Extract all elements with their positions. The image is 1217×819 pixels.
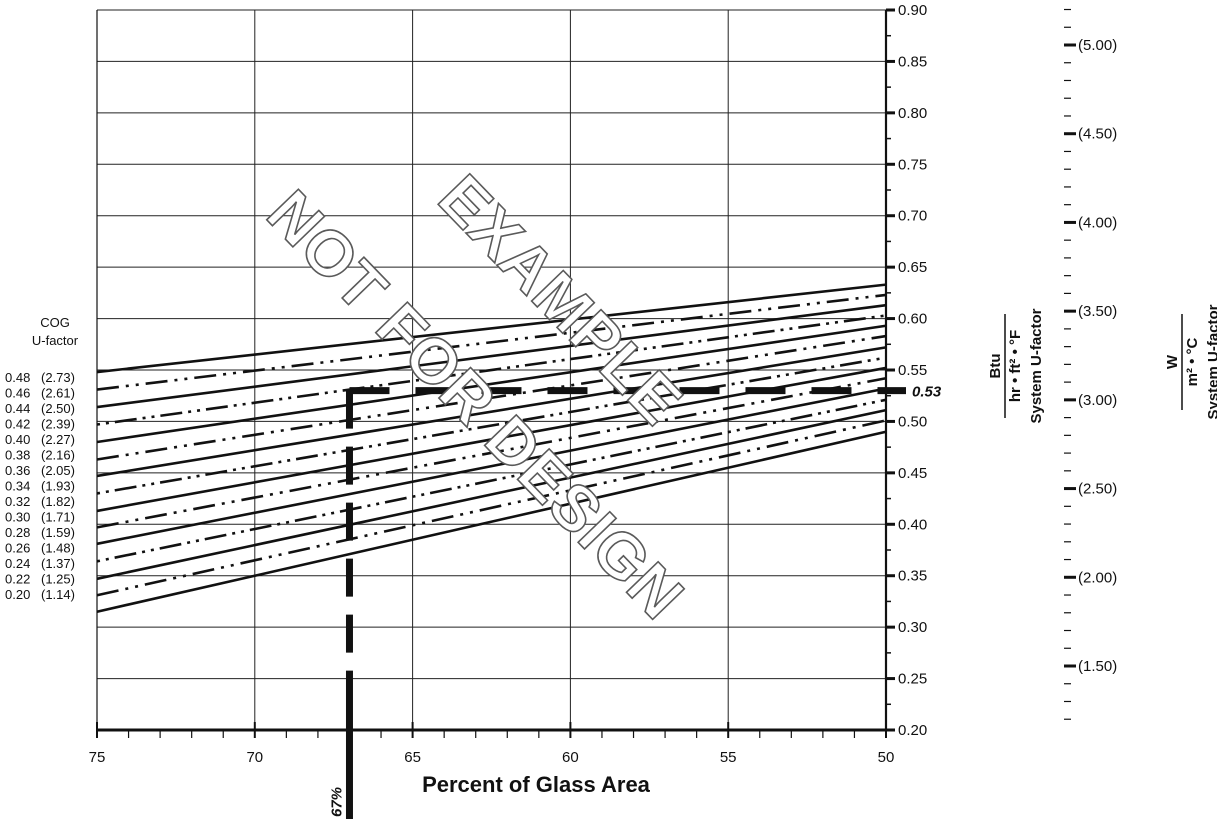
legend-si-value: (1.82) [41,494,75,509]
si-axis-unit-numerator: W [1164,354,1181,369]
legend-si-value: (2.73) [41,370,75,385]
y-tick-label: 0.20 [898,722,927,739]
series-line [96,430,887,613]
legend-si-value: (2.61) [41,386,75,401]
legend-si-value: (1.48) [41,541,75,556]
legend-si-value: (1.71) [41,510,75,525]
si-tick-label: (3.00) [1078,392,1117,409]
legend-si-value: (1.37) [41,556,75,571]
si-axis-title-name: System U-factor [1205,304,1217,419]
legend-si-value: (2.27) [41,432,75,447]
series-line [96,398,887,563]
legend-si-value: (2.50) [41,401,75,416]
si-tick-label: (2.50) [1078,481,1117,498]
y-tick-label: 0.70 [898,208,927,225]
y-axis-unit-denominator: hr • ft² • °F [1007,330,1024,402]
legend-value: 0.38 [5,448,30,463]
si-tick-label: (1.50) [1078,658,1117,675]
series-line [96,356,887,495]
example-x-label: 67% [328,787,345,817]
y-tick-label: 0.60 [898,311,927,328]
grid [96,9,887,731]
x-tick-label: 50 [878,749,895,766]
si-tick-label: (2.00) [1078,569,1117,586]
legend-value: 0.26 [5,541,30,556]
example-y-label: 0.53 [912,384,942,401]
series-line [96,387,887,546]
legend-si-value: (1.93) [41,479,75,494]
legend-value: 0.48 [5,370,30,385]
series-line [96,408,887,581]
legend-si-value: (2.05) [41,463,75,478]
legend-si-value: (1.14) [41,587,75,602]
x-tick-label: 60 [562,749,579,766]
legend-value: 0.42 [5,417,30,432]
legend-value: 0.28 [5,525,30,540]
si-tick-label: (4.50) [1078,126,1117,143]
y-tick-label: 0.50 [898,413,927,430]
legend-value: 0.24 [5,556,30,571]
x-tick-label: 75 [89,749,106,766]
series-line [96,314,887,426]
series-line [96,334,887,461]
example-guides: 0.53 67% [328,384,942,819]
x-tick-label: 65 [404,749,421,766]
si-tick-label: (3.50) [1078,303,1117,320]
series-line [96,324,887,444]
y-tick-label: 0.85 [898,53,927,70]
x-axis-title: Percent of Glass Area [422,772,651,797]
x-tick-label: 70 [246,749,263,766]
y-tick-label: 0.75 [898,156,927,173]
legend-value: 0.32 [5,494,30,509]
y-tick-label: 0.30 [898,619,927,636]
legend-value: 0.36 [5,463,30,478]
y-tick-label: 0.25 [898,671,927,688]
legend: 0.48 (2.73) 0.46 (2.61) 0.44 (2.50) 0.42 (2.39)… [5,370,75,602]
series-line [96,376,887,529]
y-axis-title-imperial: Btu hr • ft² • °F System U-factor [987,308,1045,423]
legend-value: 0.44 [5,401,30,416]
legend-si-value: (2.16) [41,448,75,463]
legend-si-value: (1.59) [41,525,75,540]
y-tick-label: 0.45 [898,465,927,482]
legend-title-cog: COG [40,315,70,330]
series-line [96,419,887,597]
si-axis-unit-denominator: m² • °C [1184,337,1201,386]
y-tick-label: 0.65 [898,259,927,276]
legend-value: 0.30 [5,510,30,525]
y-tick-label: 0.35 [898,568,927,585]
axes: 0.20 0.25 0.30 0.35 0.40 0.45 0.50 0.55 0.60 0.65… [89,2,1118,766]
legend-value: 0.22 [5,572,30,587]
legend-value: 0.34 [5,479,30,494]
legend-si-value: (1.25) [41,572,75,587]
series-line [96,283,887,374]
y-tick-label: 0.80 [898,105,927,122]
y-tick-label: 0.55 [898,362,927,379]
y-axis-unit-numerator: Btu [987,354,1004,379]
x-tick-label: 55 [720,749,737,766]
series-line [96,346,887,478]
legend-value: 0.46 [5,386,30,401]
si-tick-label: (5.00) [1078,37,1117,54]
legend-title-ufactor: U-factor [32,333,79,348]
si-axis-title: W m² • °C System U-factor [1164,304,1217,419]
legend-value: 0.20 [5,587,30,602]
si-tick-label: (4.00) [1078,214,1117,231]
y-tick-label: 0.40 [898,516,927,533]
series-line [96,293,887,391]
legend-si-value: (2.39) [41,417,75,432]
y-axis-title-name: System U-factor [1028,308,1045,423]
series-lines [96,283,887,613]
legend-value: 0.40 [5,432,30,447]
y-tick-label: 0.90 [898,2,927,19]
series-line [96,303,887,409]
